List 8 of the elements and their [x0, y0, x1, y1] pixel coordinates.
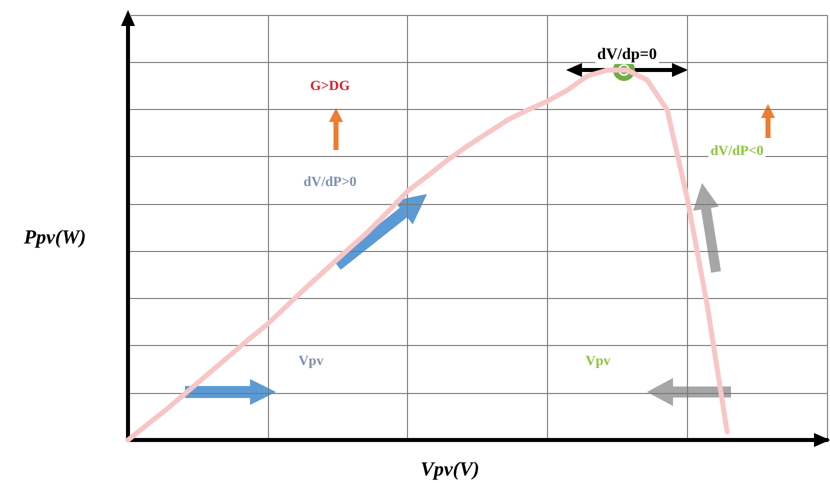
y-axis-title: Ppv(W) [24, 226, 86, 250]
annotation: Vpv [296, 354, 326, 370]
annotation: G>DG [308, 79, 352, 95]
annotation: dV/dP<0 [708, 144, 766, 160]
annotation: Vpv [584, 354, 612, 370]
x-axis-title: Vpv(V) [420, 458, 480, 482]
text: dV/dp=0 [595, 46, 659, 64]
annotation: dV/dP>0 [301, 175, 359, 191]
